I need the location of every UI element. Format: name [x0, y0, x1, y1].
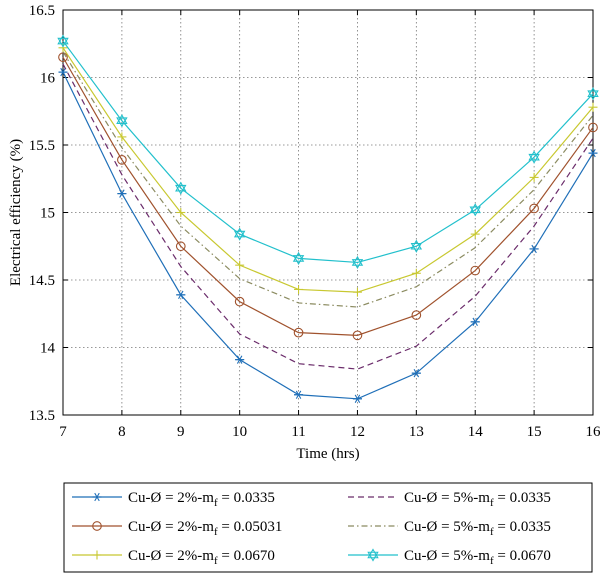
data-point-marker: [353, 395, 362, 403]
legend-label-main: Cu-Ø = 2%-m: [128, 548, 214, 564]
y-tick-label: 16.5: [29, 3, 55, 19]
grid-lines: [63, 10, 593, 415]
legend-label-value: = 0.0670: [218, 548, 275, 564]
x-tick-label: 9: [177, 424, 185, 440]
data-point-marker: [294, 285, 303, 294]
series-1: [59, 68, 598, 402]
y-tick-labels: 13.5 14 14.5 15 15.5 16 16.5: [29, 3, 56, 424]
series-line: [63, 52, 593, 307]
x-axis-label: Time (hrs): [296, 446, 359, 462]
legend-label-main: Cu-Ø = 5%-m: [404, 519, 490, 535]
series-line: [63, 64, 593, 369]
series-4: [63, 64, 593, 369]
legend-label-main: Cu-Ø = 2%-m: [128, 490, 214, 506]
x-tick-label: 15: [527, 424, 542, 440]
x-tick-labels: 7 8 9 10 11 12 13 14 15 16: [59, 424, 600, 440]
data-point-marker: [353, 288, 362, 297]
x-tick-label: 7: [59, 424, 67, 440]
legend-label-value: = 0.0670: [494, 548, 551, 564]
y-tick-label: 15: [40, 206, 55, 222]
legend-label-main: Cu-Ø = 5%-m: [404, 548, 490, 564]
series-5: [63, 52, 593, 307]
series-line: [63, 72, 593, 399]
data-point-marker: [294, 391, 303, 399]
x-tick-label: 16: [586, 424, 600, 440]
y-tick-label: 15.5: [29, 138, 55, 154]
x-tick-label: 10: [232, 424, 247, 440]
legend-label-main: Cu-Ø = 2%-m: [128, 519, 214, 535]
y-tick-label: 14: [40, 341, 56, 357]
legend-label-value: = 0.0335: [218, 490, 275, 506]
series-line: [63, 48, 593, 292]
x-tick-label: 14: [468, 424, 484, 440]
x-tick-label: 11: [291, 424, 305, 440]
y-axis-label: Electrical efficiency (%): [8, 139, 24, 286]
series-2: [59, 53, 598, 340]
x-tick-label: 13: [409, 424, 424, 440]
y-tick-label: 14.5: [29, 273, 55, 289]
x-tick-label: 8: [118, 424, 126, 440]
legend-label-value: = 0.0335: [494, 490, 551, 506]
legend-label-value: = 0.0335: [494, 519, 551, 535]
legend-label-value: = 0.05031: [218, 519, 283, 535]
y-tick-label: 16: [40, 71, 56, 87]
x-tick-label: 12: [350, 424, 365, 440]
y-tick-label: 13.5: [29, 408, 55, 424]
data-point-marker: [412, 269, 421, 278]
series-6: [58, 36, 598, 268]
legend-label-main: Cu-Ø = 5%-m: [404, 490, 490, 506]
series-line: [63, 57, 593, 335]
